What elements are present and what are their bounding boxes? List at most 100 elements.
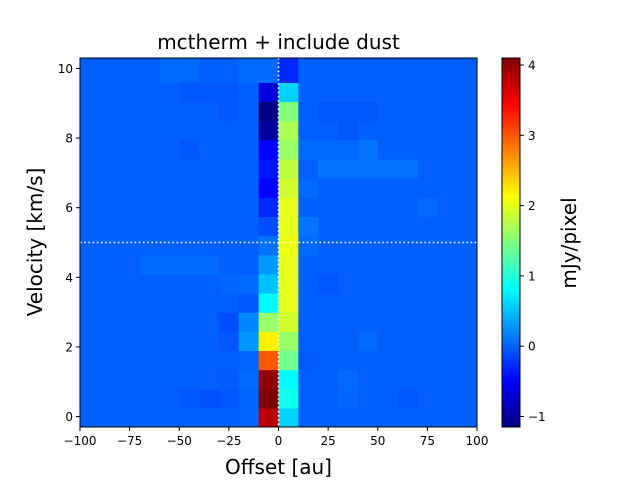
heatmap-cell [318, 254, 339, 275]
heatmap-cell [179, 178, 200, 198]
heatmap-cell [139, 292, 160, 313]
heatmap-cell [99, 369, 121, 390]
heatmap-cell [199, 369, 220, 390]
heatmap-cell [199, 120, 220, 141]
heatmap-cell [119, 273, 141, 294]
heatmap-cell [338, 178, 359, 198]
heatmap-cell [397, 235, 419, 256]
heatmap-cell [278, 197, 299, 217]
heatmap-cell [159, 101, 180, 122]
heatmap-cell [377, 273, 399, 294]
heatmap-cell [199, 158, 220, 179]
heatmap-cell [199, 350, 220, 371]
colorbar-ticks: −1 0 1 2 3 4 [520, 59, 546, 424]
heatmap-cell [377, 292, 399, 313]
heatmap-cell [119, 350, 141, 371]
heatmap-cell [437, 158, 458, 179]
heatmap-cell [179, 331, 200, 352]
heatmap-cell [199, 312, 220, 332]
heatmap-cell [179, 197, 200, 217]
x-tick-label: −75 [117, 434, 142, 448]
heatmap-cell [199, 82, 220, 103]
heatmap-cell [238, 120, 260, 141]
heatmap-cell [80, 158, 101, 179]
x-axis-label: Offset [au] [225, 455, 332, 479]
heatmap-cell [417, 139, 438, 160]
heatmap-cell [218, 216, 240, 237]
heatmap-cell [139, 197, 160, 217]
heatmap-cell [298, 235, 319, 256]
heatmap-cell [119, 82, 141, 103]
heatmap-cell [159, 331, 180, 352]
heatmap-cell [417, 407, 438, 427]
heatmap-cell [218, 178, 240, 198]
heatmap-cell [457, 82, 477, 103]
heatmap-cell [338, 120, 359, 141]
heatmap-cell [139, 388, 160, 409]
heatmap-cell [278, 58, 299, 83]
colorbar-tick-label: 3 [528, 129, 536, 143]
heatmap-cell [179, 369, 200, 390]
x-tick-label: −100 [64, 434, 97, 448]
heatmap-cell [199, 197, 220, 217]
heatmap-cell [278, 101, 299, 122]
heatmap-cell [437, 292, 458, 313]
heatmap-cell [457, 178, 477, 198]
heatmap-cell [298, 101, 319, 122]
heatmap-cell [139, 216, 160, 237]
heatmap-cell [80, 58, 101, 83]
y-tick-label: 8 [65, 132, 73, 146]
heatmap-cell [238, 407, 260, 427]
heatmap-cell [417, 197, 438, 217]
heatmap-cell [437, 101, 458, 122]
heatmap-cell [80, 369, 101, 390]
heatmap-cell [417, 235, 438, 256]
heatmap-cell [119, 388, 141, 409]
heatmap-cell [199, 235, 220, 256]
heatmap-cell [437, 369, 458, 390]
heatmap-cell [218, 197, 240, 217]
heatmap-cell [318, 273, 339, 294]
heatmap-cell [80, 120, 101, 141]
heatmap-cell [218, 101, 240, 122]
heatmap-cell [258, 197, 280, 217]
heatmap-cell [437, 312, 458, 332]
heatmap-cell [278, 388, 299, 409]
heatmap-cell [80, 139, 101, 160]
heatmap-cell [298, 82, 319, 103]
x-tick-label: 0 [275, 434, 283, 448]
heatmap-cell [238, 292, 260, 313]
heatmap-cell [377, 235, 399, 256]
heatmap-cell [357, 312, 379, 332]
heatmap-cell [417, 350, 438, 371]
heatmap-cell [119, 197, 141, 217]
heatmap-cell [357, 407, 379, 427]
heatmap-cell [417, 58, 438, 83]
chart-title: mctherm + include dust [157, 30, 400, 54]
heatmap-cell [218, 139, 240, 160]
heatmap-cell [218, 312, 240, 332]
heatmap-cell [99, 407, 121, 427]
heatmap-cell [80, 197, 101, 217]
heatmap-cell [357, 101, 379, 122]
heatmap-cell [159, 254, 180, 275]
heatmap-cell [437, 331, 458, 352]
heatmap-cell [80, 216, 101, 237]
heatmap-cell [218, 350, 240, 371]
x-tick-label: 50 [370, 434, 385, 448]
heatmap-cell [238, 216, 260, 237]
heatmap-cell [298, 178, 319, 198]
heatmap-cell [397, 82, 419, 103]
heatmap-cell [139, 178, 160, 198]
heatmap-cell [298, 388, 319, 409]
heatmap-cell [397, 197, 419, 217]
heatmap-cell [119, 101, 141, 122]
heatmap-cell [397, 292, 419, 313]
heatmap-cell [357, 292, 379, 313]
heatmap-cell [437, 407, 458, 427]
heatmap-cell [397, 178, 419, 198]
heatmap-cell [139, 369, 160, 390]
heatmap-cell [278, 312, 299, 332]
heatmap-cell [357, 235, 379, 256]
heatmap-cell [357, 216, 379, 237]
